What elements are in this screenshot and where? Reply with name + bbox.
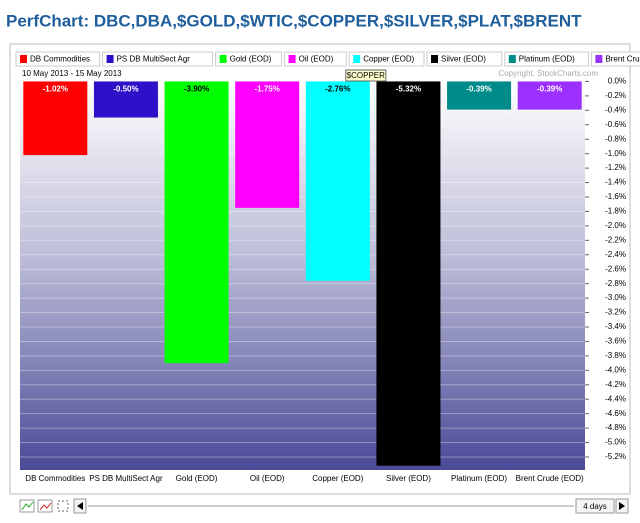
y-tick-label: -2.6%	[605, 264, 626, 273]
y-tick-label: -4.4%	[605, 394, 626, 403]
legend-swatch	[431, 55, 438, 63]
bar[interactable]	[235, 81, 300, 208]
y-tick-label: -3.6%	[605, 337, 626, 346]
y-tick-label: -4.2%	[605, 380, 626, 389]
value-label: -1.75%	[255, 85, 280, 94]
legend-item[interactable]	[426, 51, 503, 67]
tooltip: $COPPER	[347, 71, 385, 80]
y-tick-label: -3.4%	[605, 322, 626, 331]
value-label: -1.02%	[43, 85, 68, 94]
legend-item[interactable]	[504, 51, 589, 67]
period: 4 days	[583, 502, 607, 511]
legend-label: Silver (EOD)	[441, 55, 486, 64]
y-tick-label: -4.0%	[605, 365, 626, 374]
y-tick-label: -0.6%	[605, 120, 626, 129]
y-tick-label: -0.2%	[605, 91, 626, 100]
arrow-left	[77, 502, 83, 510]
y-tick-label: -1.2%	[605, 163, 626, 172]
y-tick-label: -3.8%	[605, 351, 626, 360]
bar[interactable]	[93, 81, 158, 118]
legend-label: Platinum (EOD)	[519, 55, 575, 64]
y-tick-label: -0.4%	[605, 105, 626, 114]
y-tick-label: -4.6%	[605, 409, 626, 418]
value-label: -0.50%	[113, 85, 138, 94]
x-tick-label: PS DB MultiSect Agr	[89, 474, 163, 483]
y-tick-label: -2.8%	[605, 279, 626, 288]
value-label: -0.39%	[466, 85, 491, 94]
legend-item[interactable]	[15, 51, 101, 67]
x-tick-label: Oil (EOD)	[250, 474, 285, 483]
y-tick-label: -3.2%	[605, 308, 626, 317]
value-label: -2.76%	[325, 85, 350, 94]
bar[interactable]	[517, 81, 582, 110]
date-range: 10 May 2013 - 15 May 2013	[22, 69, 122, 78]
legend-label: Copper (EOD)	[363, 55, 414, 64]
arrow-right	[619, 502, 625, 510]
legend-label: PS DB MultiSect Agr	[117, 55, 191, 64]
copyright: Copyright, StockCharts.com	[498, 69, 598, 78]
bar[interactable]	[23, 81, 88, 156]
chart-title: PerfChart: DBC,DBA,$GOLD,$WTIC,$COPPER,$…	[6, 11, 582, 30]
legend-swatch	[288, 55, 296, 63]
legend-swatch	[353, 55, 361, 63]
bar[interactable]	[164, 81, 229, 364]
bar[interactable]	[447, 81, 512, 110]
fullscreen-icon[interactable]	[57, 500, 69, 512]
y-tick-label: -1.0%	[605, 149, 626, 158]
value-label: -0.39%	[537, 85, 562, 94]
bar[interactable]	[376, 81, 441, 466]
y-tick-label: -1.4%	[605, 178, 626, 187]
legend-swatch	[219, 55, 227, 63]
x-tick-label: Copper (EOD)	[312, 474, 363, 483]
y-tick-label: -2.0%	[605, 221, 626, 230]
value-label: -5.32%	[396, 85, 421, 94]
legend-label: Oil (EOD)	[299, 55, 334, 64]
legend-swatch	[508, 55, 516, 63]
period-box[interactable]	[575, 498, 615, 514]
chart-icon[interactable]	[19, 499, 35, 513]
y-tick-label: -1.6%	[605, 192, 626, 201]
legend-item[interactable]	[215, 51, 283, 67]
bar[interactable]	[305, 81, 370, 281]
legend-swatch	[595, 55, 603, 63]
legend-swatch	[106, 55, 114, 63]
perf-icon-line	[39, 502, 52, 511]
legend-swatch	[20, 55, 27, 63]
y-tick-label: -4.8%	[605, 423, 626, 432]
x-tick-label: Brent Crude (EOD)	[516, 474, 584, 483]
y-tick-label: -5.0%	[605, 438, 626, 447]
legend-label: Gold (EOD)	[230, 55, 272, 64]
y-tick-label: -2.2%	[605, 235, 626, 244]
value-label: -3.90%	[184, 85, 209, 94]
y-tick-label: 0.0%	[608, 77, 626, 86]
y-tick-label: -1.8%	[605, 207, 626, 216]
chart-icon-line	[21, 501, 34, 511]
y-tick-label: -3.0%	[605, 293, 626, 302]
x-tick-label: Gold (EOD)	[176, 474, 218, 483]
y-tick-label: -2.4%	[605, 250, 626, 259]
y-tick-label: -5.2%	[605, 452, 626, 461]
legend-item[interactable]	[284, 51, 347, 67]
legend-item[interactable]	[102, 51, 214, 67]
legend-item[interactable]	[348, 51, 425, 67]
x-tick-label: Silver (EOD)	[386, 474, 431, 483]
x-tick-label: DB Commodities	[25, 474, 85, 483]
legend-label: Brent Crude (EOD)	[605, 55, 640, 64]
legend-label: DB Commodities	[30, 55, 90, 64]
plot-area	[20, 80, 585, 470]
tooltip-box	[345, 69, 387, 82]
y-tick-label: -0.8%	[605, 134, 626, 143]
x-tick-label: Platinum (EOD)	[451, 474, 507, 483]
